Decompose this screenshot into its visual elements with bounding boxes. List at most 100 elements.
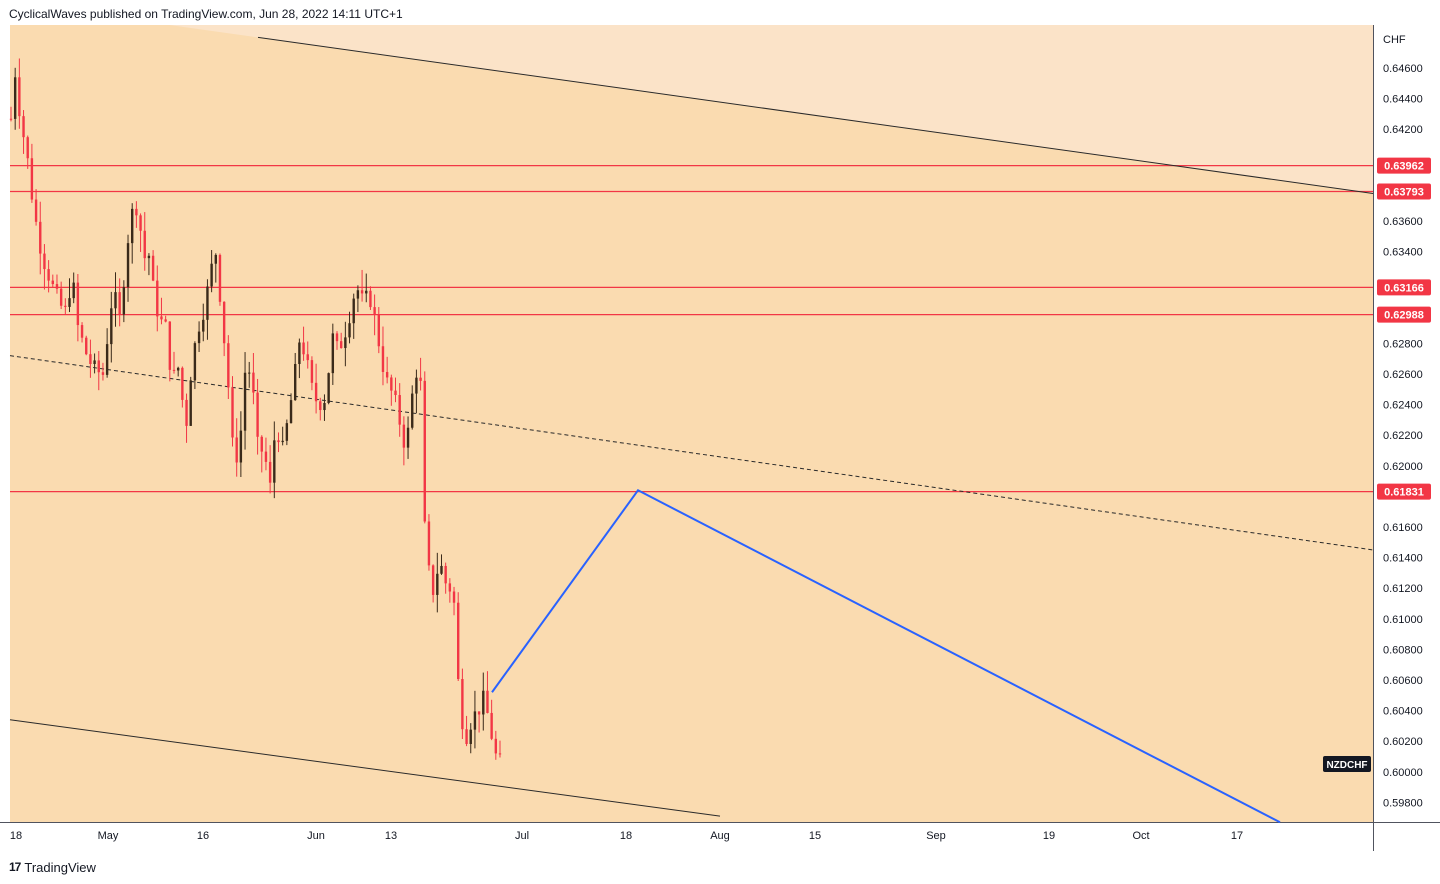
candle-body xyxy=(344,337,347,349)
projection-path[interactable] xyxy=(491,488,1281,824)
price-tick-label: 0.61400 xyxy=(1383,553,1423,565)
candle-body xyxy=(22,116,25,138)
candle-body xyxy=(248,372,251,374)
candle-body xyxy=(465,729,468,744)
candle-body xyxy=(339,341,343,349)
candle-body xyxy=(131,208,134,244)
time-tick-label: 16 xyxy=(197,830,209,842)
chart-area[interactable]: CHF 0.64600 0.64400 0.64200 0.63600 0.63400 0.… xyxy=(0,2,1440,851)
candle-body xyxy=(377,314,380,347)
candle-body xyxy=(285,423,289,441)
candle-body xyxy=(289,400,293,424)
candle-body xyxy=(427,521,431,566)
candle-body xyxy=(197,331,201,344)
tradingview-logo-icon: 17 xyxy=(9,860,21,874)
candle-body xyxy=(172,369,176,371)
price-tick-label: 0.63600 xyxy=(1383,216,1423,228)
candle-body xyxy=(268,461,272,483)
time-tick-label: Jun xyxy=(307,830,325,842)
candle-body xyxy=(486,690,489,713)
symbol-tag xyxy=(1323,756,1371,772)
candle-body xyxy=(193,343,197,381)
price-tick-label: 0.64400 xyxy=(1383,94,1423,106)
candle-body xyxy=(281,440,284,443)
candle-body xyxy=(80,325,84,338)
channel-boundary-line[interactable] xyxy=(257,36,1374,194)
price-chart[interactable]: CHF 0.64600 0.64400 0.64200 0.63600 0.63400 0.… xyxy=(0,2,1440,851)
level-price-tag xyxy=(1377,183,1431,200)
time-tick-label: May xyxy=(98,830,119,842)
candle-body xyxy=(365,290,368,294)
candle-body xyxy=(482,690,485,715)
price-tick-label: 0.62200 xyxy=(1383,430,1423,442)
candle-body xyxy=(260,436,263,452)
candle-body xyxy=(394,390,397,396)
candle-body xyxy=(352,298,355,324)
candle-body xyxy=(306,354,309,361)
candle-body xyxy=(411,393,414,428)
publish-info: CyclicalWaves published on TradingView.c… xyxy=(9,7,403,21)
candle-body xyxy=(189,380,192,426)
channel-midline[interactable] xyxy=(9,355,1374,551)
candle-body xyxy=(298,342,301,364)
candle-body xyxy=(243,372,247,431)
candle-body xyxy=(151,255,155,281)
candle-body xyxy=(415,377,418,394)
candle-body xyxy=(97,360,100,373)
price-tick-label: 0.61200 xyxy=(1383,583,1423,595)
candle-body xyxy=(319,401,322,411)
candle-body xyxy=(68,298,71,307)
time-tick-label: Jul xyxy=(515,830,529,842)
candle-body xyxy=(143,230,146,259)
price-tick-label: 0.60200 xyxy=(1383,736,1423,748)
candle-body xyxy=(294,363,297,401)
time-tick-label: 18 xyxy=(10,830,22,842)
candle-body xyxy=(327,373,330,403)
candle-body xyxy=(406,427,410,448)
price-tick-label: 0.60000 xyxy=(1383,767,1423,779)
candle-body xyxy=(385,371,389,378)
candle-body xyxy=(59,288,63,306)
candle-body xyxy=(176,367,180,371)
candle-body xyxy=(76,282,80,326)
candle-body xyxy=(452,591,456,603)
candle-body xyxy=(419,377,422,381)
channel-boundary-line[interactable] xyxy=(9,719,721,817)
brand-name: TradingView xyxy=(24,859,96,875)
candle-body xyxy=(101,372,105,375)
candle-body xyxy=(18,77,21,117)
candle-body xyxy=(490,712,493,739)
price-tick-label: 0.64200 xyxy=(1383,124,1423,136)
candle-body xyxy=(273,440,276,483)
candle-body xyxy=(331,333,335,374)
candle-body xyxy=(264,451,268,462)
candle-body xyxy=(498,753,502,755)
candle-body xyxy=(457,602,460,680)
candle-body xyxy=(448,583,452,592)
candle-body xyxy=(43,253,46,270)
price-tick-label: 0.61600 xyxy=(1383,522,1423,534)
candle-body xyxy=(47,269,50,281)
level-price-tag xyxy=(1377,306,1431,323)
time-tick-label: 18 xyxy=(620,830,632,842)
candle-body xyxy=(231,387,234,438)
candle-body xyxy=(277,440,280,443)
symbol-label: NZDCHF xyxy=(1326,760,1367,771)
price-tick-label: 0.62400 xyxy=(1383,400,1423,412)
level-price-label: 0.63793 xyxy=(1384,186,1424,198)
time-tick-label: Oct xyxy=(1132,830,1149,842)
candle-body xyxy=(335,333,339,342)
time-tick-label: 19 xyxy=(1043,830,1055,842)
candle-body xyxy=(310,360,314,383)
candle-body xyxy=(114,292,117,309)
currency-label: CHF xyxy=(1383,34,1406,46)
candle-body xyxy=(218,254,222,302)
candle-body xyxy=(252,372,255,393)
price-tick-label: 0.62800 xyxy=(1383,338,1423,350)
candle-body xyxy=(202,319,205,332)
candle-body xyxy=(164,319,167,322)
price-tick-label: 0.62600 xyxy=(1383,369,1423,381)
candle-body xyxy=(13,77,17,119)
candle-body xyxy=(494,738,498,754)
candle-body xyxy=(206,286,209,320)
